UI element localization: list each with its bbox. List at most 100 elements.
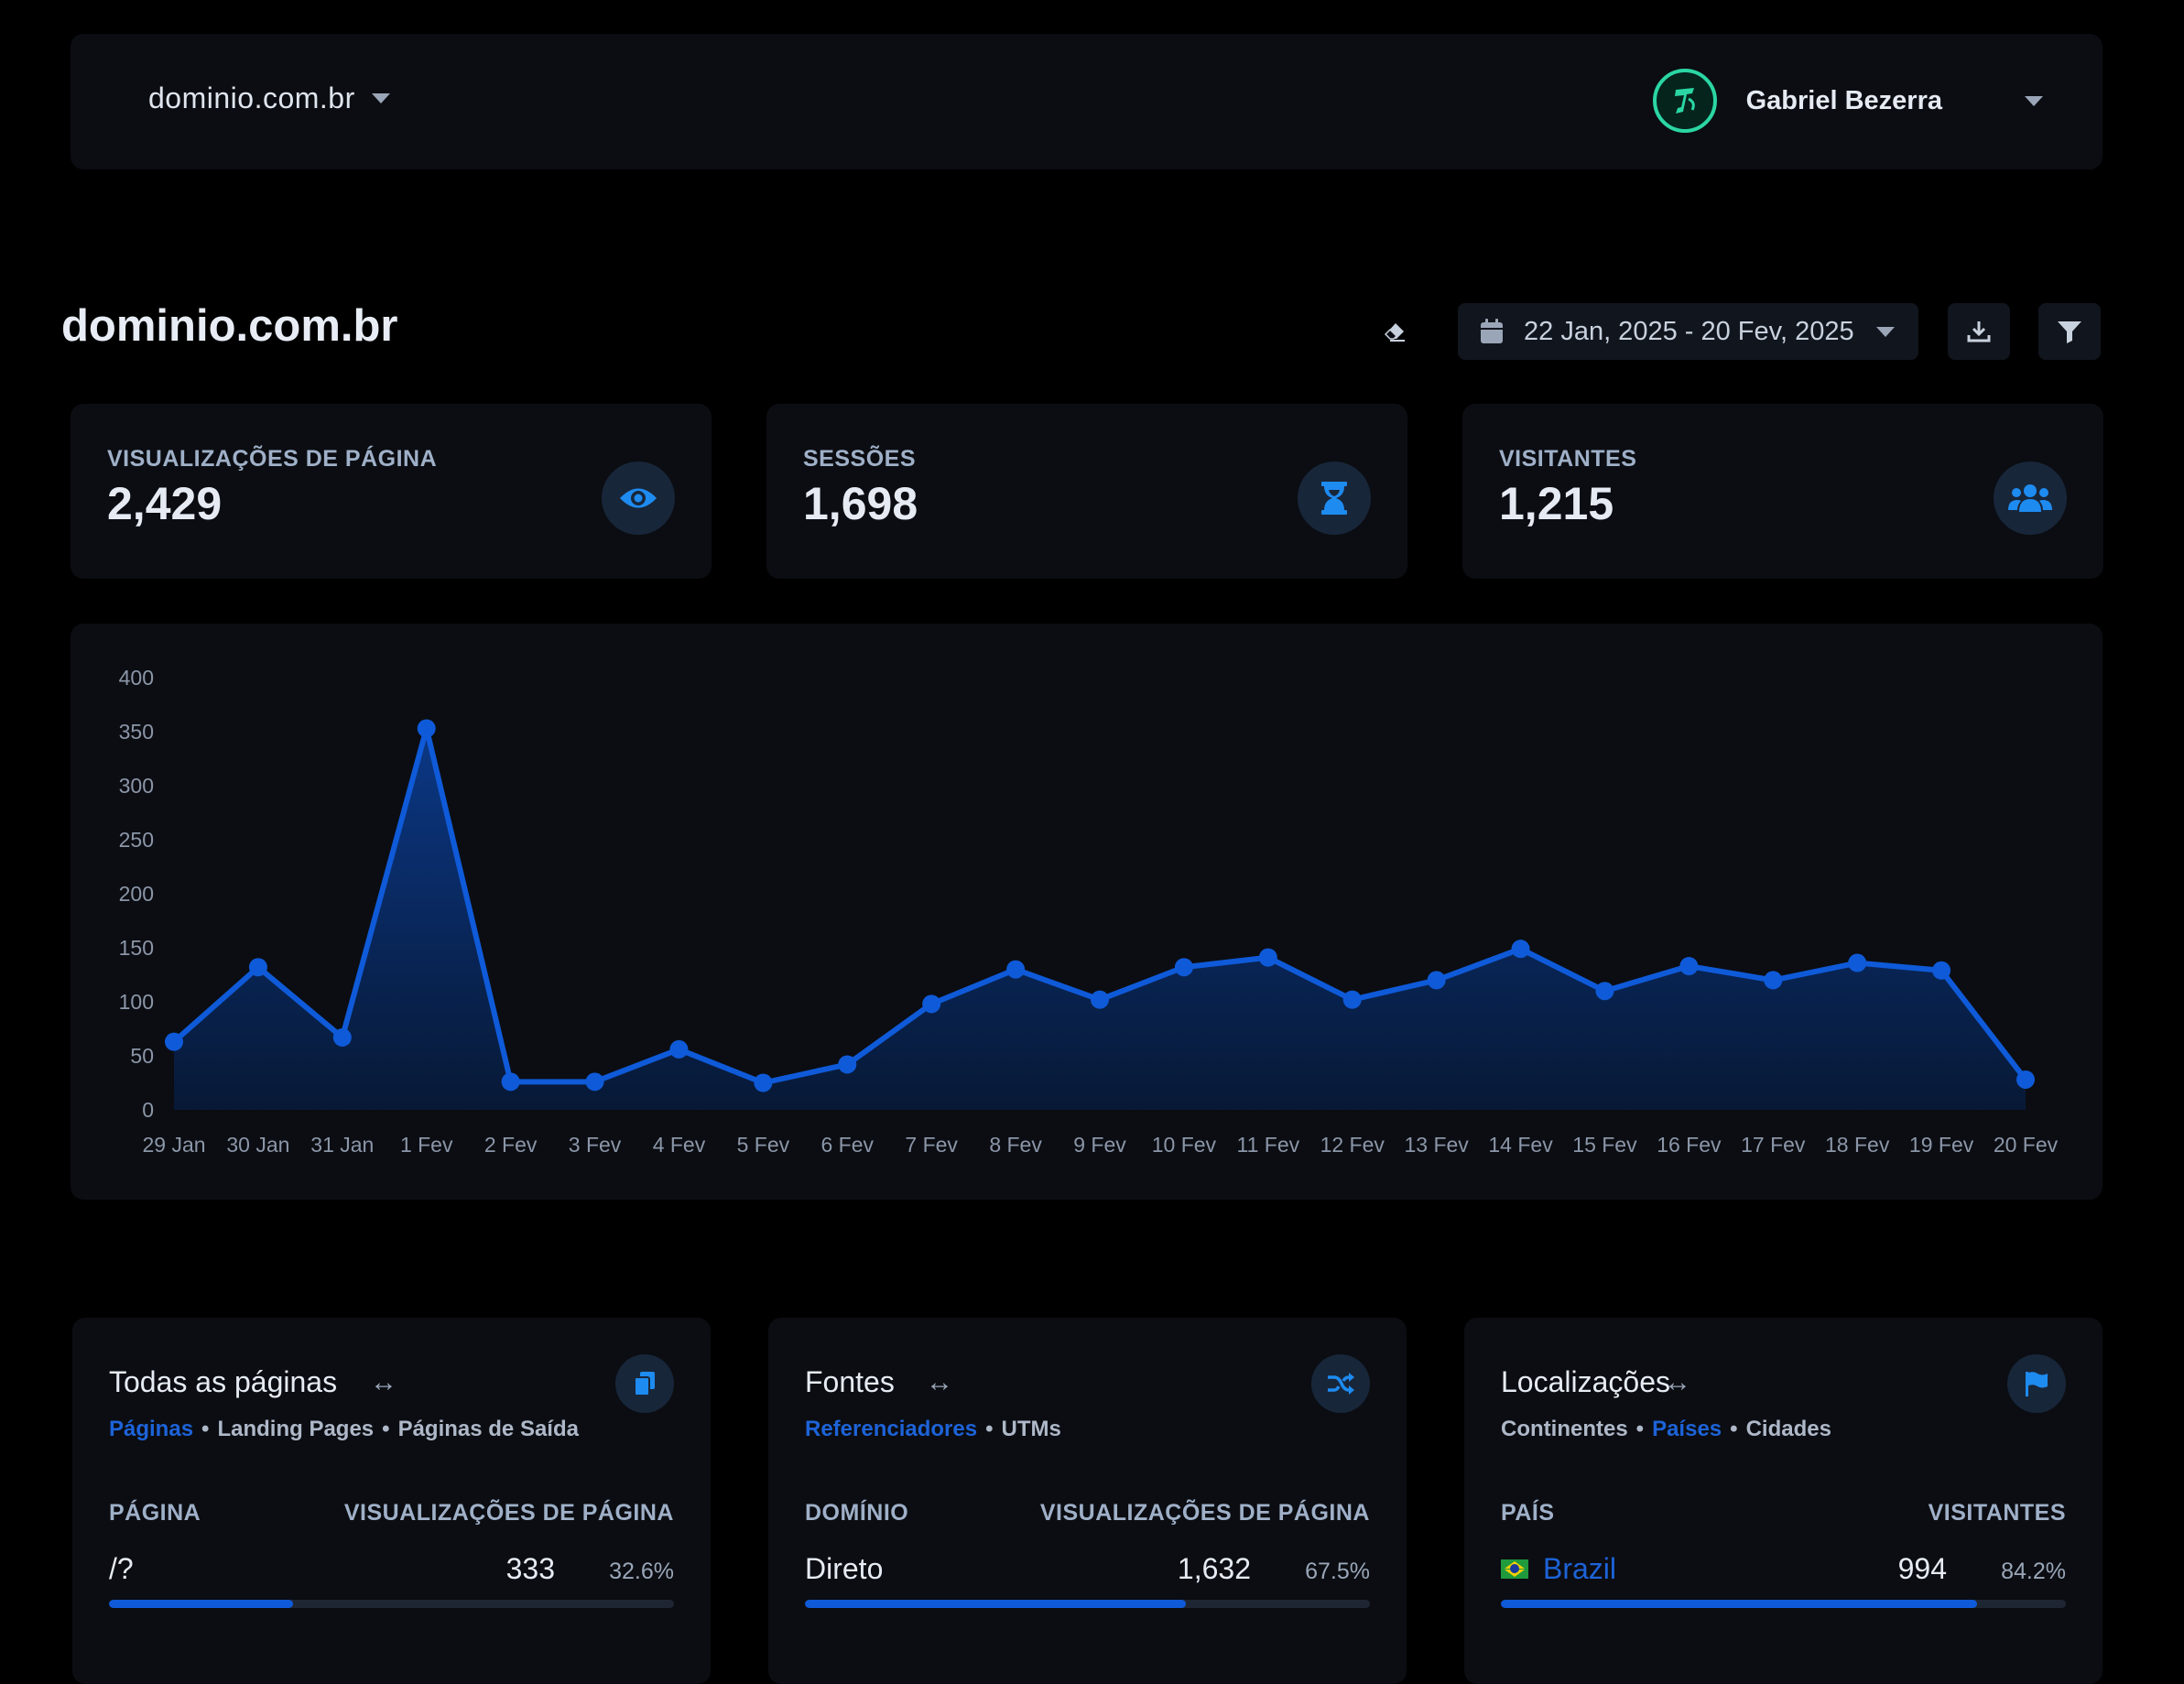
expand-arrows-icon[interactable]: ↔ — [1664, 1367, 1691, 1397]
chart-point[interactable] — [1174, 958, 1193, 977]
expand-arrows-icon[interactable]: ↔ — [926, 1367, 953, 1397]
eraser-icon — [1384, 323, 1405, 342]
row-value: 994 — [1897, 1552, 1947, 1585]
stat-icon-badge — [1994, 462, 2067, 535]
stat-card-pageviews: VISUALIZAÇÕES DE PÁGINA 2,429 — [71, 404, 712, 579]
copy-icon — [634, 1372, 655, 1396]
x-tick-label: 30 Jan — [226, 1133, 289, 1157]
x-tick-label: 5 Fev — [737, 1133, 790, 1157]
tab-continents[interactable]: Continentes — [1501, 1417, 1628, 1441]
panel-icon-button[interactable] — [615, 1354, 674, 1413]
x-tick-label: 9 Fev — [1073, 1133, 1126, 1157]
country-name: Brazil — [1543, 1552, 1617, 1585]
x-tick-label: 3 Fev — [569, 1133, 622, 1157]
x-tick-label: 31 Jan — [310, 1133, 374, 1157]
x-tick-label: 2 Fev — [484, 1133, 538, 1157]
y-tick-label: 400 — [119, 666, 154, 690]
brazil-flag-icon — [1501, 1559, 1528, 1579]
chart-point[interactable] — [754, 1073, 773, 1092]
expand-arrows-icon[interactable]: ↔ — [370, 1367, 397, 1397]
chart-point[interactable] — [332, 1027, 352, 1047]
tab-cities[interactable]: Cidades — [1745, 1417, 1831, 1441]
x-tick-label: 4 Fev — [653, 1133, 706, 1157]
avatar[interactable] — [1652, 69, 1717, 133]
chart-point[interactable] — [1595, 982, 1614, 1001]
download-icon — [1967, 321, 1991, 342]
y-tick-label: 300 — [119, 774, 154, 798]
progress-fill — [1501, 1600, 1977, 1608]
chart-point[interactable] — [1091, 990, 1109, 1009]
chart-point[interactable] — [838, 1055, 857, 1074]
row-label[interactable]: Direto — [805, 1552, 884, 1585]
stat-value: 2,429 — [107, 478, 223, 529]
filter-button[interactable] — [2038, 303, 2101, 360]
chart-point[interactable] — [585, 1072, 604, 1092]
chart-point[interactable] — [1679, 957, 1699, 976]
chevron-down-icon — [1875, 326, 1895, 337]
chart-area — [174, 728, 2026, 1110]
panel-locations: Localizações ↔ Continentes • Países • Ci… — [1464, 1318, 2103, 1684]
chart-point[interactable] — [2016, 1070, 2035, 1089]
chart-point[interactable] — [1342, 990, 1362, 1009]
flag-icon — [2026, 1372, 2048, 1396]
chart-point[interactable] — [922, 994, 941, 1014]
x-tick-label: 16 Fev — [1657, 1133, 1722, 1157]
tab-utms[interactable]: UTMs — [1001, 1417, 1061, 1441]
chart-point[interactable] — [1258, 948, 1277, 967]
clear-filters-button[interactable] — [1378, 315, 1411, 348]
panel-icon-button[interactable] — [1311, 1354, 1370, 1413]
stat-value: 1,698 — [803, 478, 918, 529]
chart-point[interactable] — [165, 1032, 183, 1051]
y-tick-label: 100 — [119, 990, 154, 1014]
chart-point[interactable] — [1764, 971, 1783, 990]
user-name: Gabriel Bezerra — [1745, 85, 1942, 115]
hourglass-icon — [1321, 482, 1347, 515]
site-selector[interactable]: dominio.com.br — [148, 81, 390, 115]
tab-separator: • — [201, 1417, 210, 1441]
chart-point[interactable] — [417, 719, 436, 738]
chart-point[interactable] — [1006, 960, 1026, 979]
chart-point[interactable] — [1427, 971, 1446, 990]
x-tick-label: 18 Fev — [1825, 1133, 1890, 1157]
eye-icon — [620, 488, 657, 508]
panel-tabs: Continentes • Países • Cidades — [1501, 1417, 1831, 1442]
chart-point[interactable] — [1932, 961, 1951, 980]
user-menu[interactable]: Gabriel Bezerra — [1652, 69, 2043, 133]
progress-track — [805, 1600, 1370, 1608]
tab-landing-pages[interactable]: Landing Pages — [217, 1417, 375, 1441]
column-header: VISUALIZAÇÕES DE PÁGINA — [1039, 1500, 1370, 1526]
date-range-picker[interactable]: 22 Jan, 2025 - 20 Fev, 2025 — [1458, 303, 1918, 360]
x-tick-label: 1 Fev — [400, 1133, 453, 1157]
shuffle-icon — [1328, 1373, 1354, 1395]
tab-referrers[interactable]: Referenciadores — [805, 1417, 978, 1441]
x-tick-label: 20 Fev — [1994, 1133, 2059, 1157]
tab-separator: • — [1635, 1417, 1645, 1441]
panel-icon-button[interactable] — [2007, 1354, 2066, 1413]
chevron-down-icon — [371, 93, 390, 103]
chart-point[interactable] — [248, 958, 267, 977]
download-button[interactable] — [1948, 303, 2010, 360]
stat-card-visitors: VISITANTES 1,215 — [1462, 404, 2103, 579]
tab-countries[interactable]: Países — [1652, 1417, 1722, 1441]
date-range-label: 22 Jan, 2025 - 20 Fev, 2025 — [1524, 316, 1854, 346]
chart-point[interactable] — [1848, 953, 1867, 972]
site-selector-label: dominio.com.br — [148, 81, 355, 114]
chart-point[interactable] — [669, 1039, 689, 1059]
column-header: PAÍS — [1501, 1500, 1555, 1526]
row-value: 1,632 — [1177, 1552, 1251, 1585]
tab-separator: • — [382, 1417, 390, 1441]
tab-exit-pages[interactable]: Páginas de Saída — [397, 1417, 579, 1441]
y-tick-label: 250 — [119, 828, 154, 852]
x-tick-label: 6 Fev — [821, 1133, 875, 1157]
stat-icon-badge — [1298, 462, 1371, 535]
tab-pages[interactable]: Páginas — [109, 1417, 194, 1441]
chart-point[interactable] — [1511, 940, 1530, 959]
column-header: PÁGINA — [109, 1500, 201, 1526]
chart-point[interactable] — [501, 1072, 520, 1092]
panel-tabs: Referenciadores • UTMs — [805, 1417, 1061, 1442]
row-label-country[interactable]: Brazil — [1501, 1552, 1616, 1586]
row-label[interactable]: /? — [109, 1552, 134, 1585]
stat-icon-badge — [602, 462, 675, 535]
column-header: DOMÍNIO — [805, 1500, 909, 1526]
panel-title: Localizações — [1501, 1365, 1670, 1398]
